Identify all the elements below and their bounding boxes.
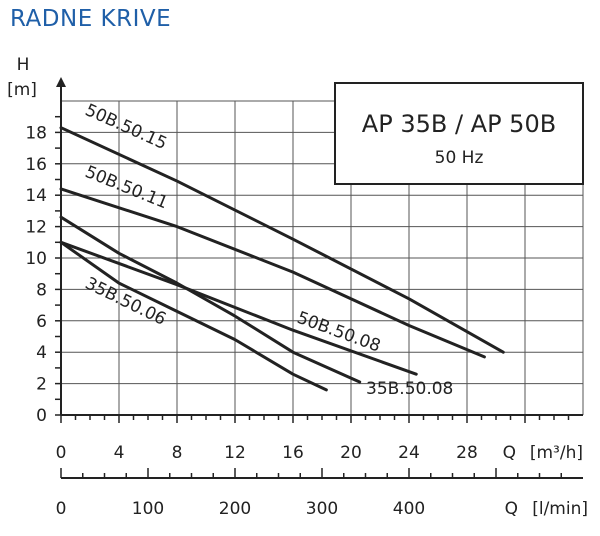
y-tick-label: 14 (25, 186, 47, 206)
x2-axis-label: Q (505, 499, 518, 519)
x2-tick-label: 400 (393, 499, 425, 519)
x2-tick-label: 100 (132, 499, 164, 519)
x-tick-label: 28 (456, 443, 478, 463)
curve-50b-50-11 (59, 187, 486, 359)
axes (55, 77, 583, 479)
y-tick-label: 8 (36, 280, 47, 300)
series-label-50b-50-15: 50B.50.15 (82, 100, 170, 154)
title-box-frame (334, 82, 584, 185)
y-tick-label: 18 (25, 123, 47, 143)
chart-subtitle: 50 Hz (435, 148, 484, 168)
x2-tick-label: 200 (219, 499, 251, 519)
y-axis-label: H (17, 55, 30, 75)
chart-title: AP 35B / AP 50B (362, 110, 556, 138)
x-tick-label: 0 (56, 443, 67, 463)
y-tick-label: 2 (36, 375, 47, 395)
series-label-50b-50-11: 50B.50.11 (82, 162, 171, 213)
curves (59, 126, 505, 392)
x-tick-label: 20 (340, 443, 362, 463)
curve-35b-50-06 (59, 240, 328, 392)
x2-tick-label: 0 (56, 499, 67, 519)
curve-50b-50-15 (59, 126, 505, 354)
title-box: AP 35B / AP 50B 50 Hz (334, 82, 584, 185)
series-label-50b-50-08: 50B.50.08 (294, 308, 383, 357)
curve-50b-50-08 (59, 240, 418, 376)
y-tick-label: 10 (25, 249, 47, 269)
y-tick-label: 16 (25, 155, 47, 175)
page-title: RADNE KRIVE (10, 6, 172, 32)
x-tick-label: 4 (114, 443, 125, 463)
y-axis-arrow (56, 77, 66, 87)
series-label-35b-50-08: 35B.50.08 (366, 379, 453, 399)
y-tick-label: 6 (36, 312, 47, 332)
y-tick-label: 4 (36, 343, 47, 363)
curve-35b-50-08 (59, 215, 362, 384)
x2-tick-label: 300 (306, 499, 338, 519)
x-axis-unit: [m³/h] (530, 443, 583, 463)
y-tick-label: 12 (25, 218, 47, 238)
x-tick-label: 8 (172, 443, 183, 463)
x2-axis-unit: [l/min] (532, 499, 588, 519)
y-tick-label: 0 (36, 406, 47, 426)
x-tick-label: 16 (282, 443, 304, 463)
x-axis-label: Q (503, 443, 516, 463)
y-axis-unit: [m] (7, 80, 37, 100)
x-tick-label: 24 (398, 443, 420, 463)
x-tick-label: 12 (224, 443, 246, 463)
